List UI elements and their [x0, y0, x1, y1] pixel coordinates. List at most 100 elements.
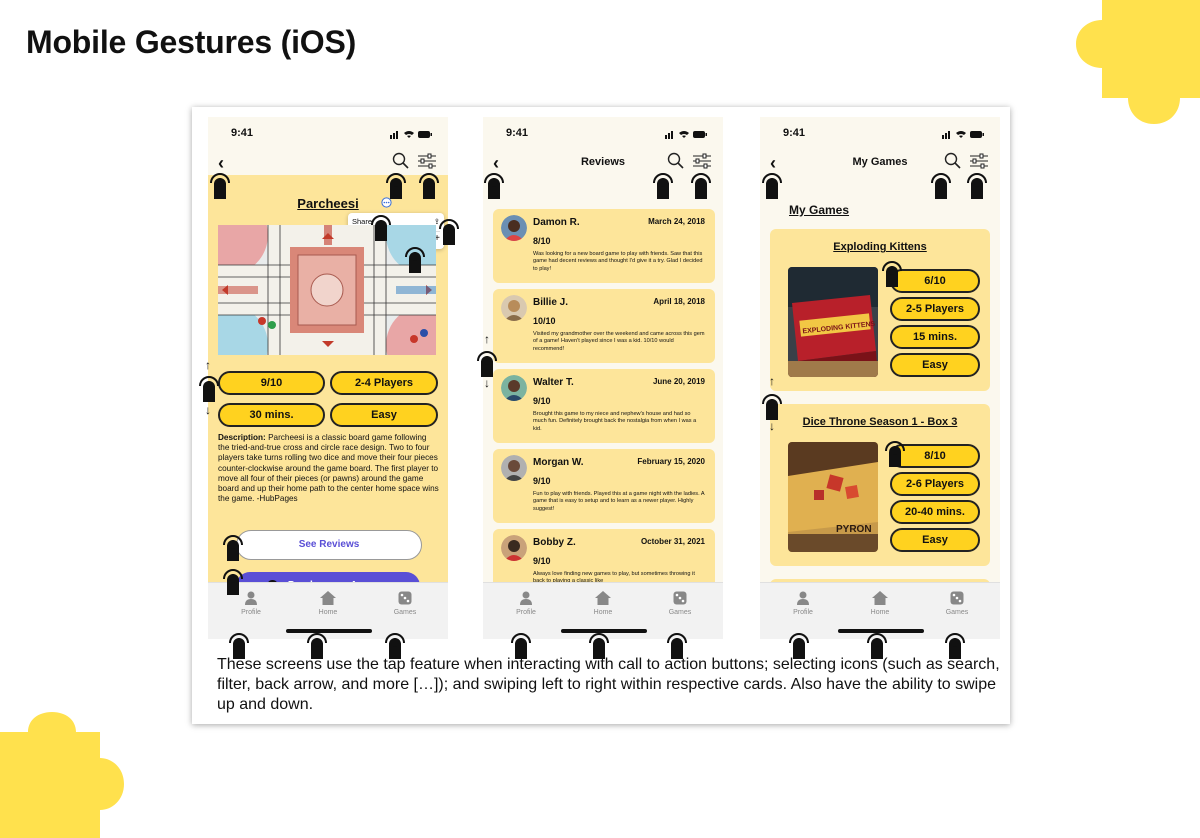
tab-home-label: Home	[870, 609, 890, 616]
avatar	[501, 375, 527, 401]
share-icon: ⇪	[433, 217, 440, 226]
menu-item-share-label: Share	[352, 217, 373, 226]
tab-bar: Profile Home Games	[208, 582, 448, 639]
search-icon[interactable]	[944, 152, 962, 170]
swipe-up-arrow-icon: ↑	[484, 332, 490, 346]
parcheesi-board-image	[218, 225, 436, 355]
signal-wifi-battery-icon	[942, 131, 984, 139]
review-card[interactable]: Damon R. March 24, 2018 8/10 Was looking…	[493, 209, 715, 283]
more-options-icon[interactable]	[381, 197, 392, 208]
swipe-up-arrow-icon: ↑	[769, 374, 775, 388]
stat-players: 2-5 Players	[890, 297, 980, 321]
avatar	[501, 455, 527, 481]
home-icon	[320, 591, 336, 605]
signal-wifi-battery-icon	[665, 131, 707, 139]
tab-profile[interactable]: Profile	[226, 591, 276, 616]
status-bar: 9:41	[208, 127, 448, 143]
tab-profile[interactable]: Profile	[501, 591, 551, 616]
exploding-kittens-image: EXPLODING KITTENS	[788, 267, 878, 377]
avatar	[501, 535, 527, 561]
filter-icon[interactable]	[693, 153, 711, 169]
tap-gesture-icon	[931, 173, 951, 199]
home-indicator	[286, 629, 372, 633]
stat-difficulty: Easy	[890, 528, 980, 552]
stat-difficulty: Easy	[330, 403, 438, 427]
review-card[interactable]: Bobby Z. October 31, 2021 9/10 Always lo…	[493, 529, 715, 589]
tab-profile[interactable]: Profile	[778, 591, 828, 616]
back-arrow-icon[interactable]: ‹	[218, 153, 224, 173]
tab-profile-label: Profile	[516, 609, 536, 616]
review-text: Visited my grandmother over the weekend …	[533, 331, 705, 352]
signal-wifi-battery-icon	[390, 131, 432, 139]
tap-gesture-icon	[667, 633, 687, 659]
filter-icon[interactable]	[970, 153, 988, 169]
tap-gesture-icon	[762, 173, 782, 199]
tap-gesture-icon	[307, 633, 327, 659]
tap-gesture-icon	[789, 633, 809, 659]
review-date: October 31, 2021	[640, 537, 705, 546]
tap-gesture-icon	[386, 173, 406, 199]
tap-gesture-icon	[405, 247, 425, 273]
see-reviews-button[interactable]: See Reviews	[236, 530, 422, 560]
back-arrow-icon[interactable]: ‹	[493, 153, 499, 173]
avatar	[501, 295, 527, 321]
back-arrow-icon[interactable]: ‹	[770, 153, 776, 173]
stat-rating: 6/10	[890, 269, 980, 293]
tap-gesture-icon	[867, 633, 887, 659]
tap-gesture-icon	[199, 376, 219, 402]
tab-games[interactable]: Games	[655, 591, 705, 616]
slide-caption: These screens use the tap feature when i…	[217, 656, 1000, 713]
search-icon[interactable]	[392, 152, 410, 170]
review-text: Fun to play with friends. Played this at…	[533, 491, 705, 512]
game-card[interactable]: Dice Throne Season 1 - Box 3 PYRON 8/10 …	[770, 404, 990, 566]
status-time: 9:41	[783, 127, 806, 139]
stat-time: 30 mins.	[218, 403, 325, 427]
review-score: 9/10	[533, 556, 551, 566]
home-indicator	[561, 629, 647, 633]
reviewer-name: Billie J.	[533, 297, 569, 308]
tab-games[interactable]: Games	[380, 591, 430, 616]
profile-icon	[245, 591, 257, 605]
tab-home[interactable]: Home	[855, 591, 905, 616]
tab-home[interactable]: Home	[303, 591, 353, 616]
game-card[interactable]: Exploding Kittens EXPLODING KITTENS 6/10…	[770, 229, 990, 391]
plus-icon: +	[434, 233, 440, 244]
tap-gesture-icon	[223, 569, 243, 595]
description-text: Parcheesi is a classic board game follow…	[218, 433, 439, 504]
game-image-text: PYRON	[836, 524, 872, 535]
home-icon	[872, 591, 888, 605]
filter-icon[interactable]	[418, 153, 436, 169]
review-score: 9/10	[533, 476, 551, 486]
description-block: Description: Parcheesi is a classic boar…	[218, 433, 440, 504]
dice-throne-image: PYRON	[788, 442, 878, 552]
status-bar: 9:41	[483, 127, 723, 143]
tap-gesture-icon	[885, 441, 905, 467]
stat-time: 15 mins.	[890, 325, 980, 349]
game-card-title: Dice Throne Season 1 - Box 3	[802, 416, 958, 428]
review-card[interactable]: Billie J. April 18, 2018 10/10 Visited m…	[493, 289, 715, 363]
swipe-down-arrow-icon: ↓	[484, 376, 490, 390]
stat-players: 2-4 Players	[330, 371, 438, 395]
tap-gesture-icon	[223, 535, 243, 561]
review-text: Always love finding new games to play, b…	[533, 571, 695, 584]
avatar	[501, 215, 527, 241]
reviewer-name: Walter T.	[533, 377, 574, 388]
tab-home-label: Home	[318, 609, 338, 616]
tab-home[interactable]: Home	[578, 591, 628, 616]
home-indicator	[838, 629, 924, 633]
puzzle-piece-top-right	[1076, 0, 1200, 124]
review-card[interactable]: Morgan W. February 15, 2020 9/10 Fun to …	[493, 449, 715, 523]
swipe-down-arrow-icon: ↓	[769, 419, 775, 433]
tap-gesture-icon	[882, 261, 902, 287]
dice-icon	[950, 591, 964, 605]
nav-bar: ‹ Reviews	[483, 151, 723, 177]
review-text: Was looking for a new board game to play…	[533, 251, 703, 272]
game-card-title: Exploding Kittens	[833, 241, 927, 253]
tab-games-label: Games	[945, 609, 969, 616]
status-bar: 9:41	[760, 127, 1000, 143]
review-text: Brought this game to my niece and nephew…	[533, 411, 697, 432]
review-card[interactable]: Walter T. June 20, 2019 9/10 Brought thi…	[493, 369, 715, 443]
nav-bar: ‹	[208, 151, 448, 177]
search-icon[interactable]	[667, 152, 685, 170]
tab-games[interactable]: Games	[932, 591, 982, 616]
